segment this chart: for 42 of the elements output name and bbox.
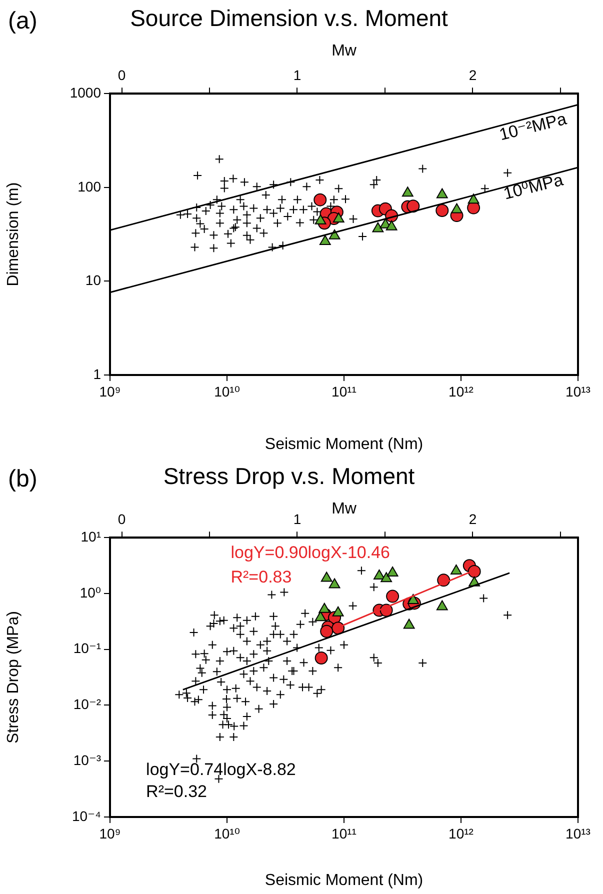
x2-tick-label: 0 <box>118 511 126 528</box>
y-tick-label: 100 <box>78 178 102 194</box>
x-tick-label: 10¹² <box>448 383 474 400</box>
annotation: 10⁻²MPa <box>497 109 569 144</box>
y-axis-title: Dimension (m) <box>5 182 22 286</box>
x-tick-label: 10¹² <box>448 825 474 842</box>
chart-title: Source Dimension v.s. Moment <box>130 5 449 32</box>
y-tick-label: 10 <box>85 272 102 288</box>
chart-title: Stress Drop v.s. Moment <box>163 463 416 490</box>
x-tick-label: 10⁹ <box>99 383 121 400</box>
text: (b) <box>8 466 38 493</box>
annotation: logY=0.74logX-8.82 <box>146 760 296 780</box>
annotation: 10⁰MPa <box>502 170 566 204</box>
x2-tick-label: 1 <box>293 67 302 84</box>
y-tick-label: 10⁰ <box>80 584 102 600</box>
x-axis-title: Seismic Moment (Nm) <box>264 872 424 889</box>
x2-axis-title: Mw <box>332 42 357 60</box>
y-tick-label: 10⁻¹ <box>73 640 102 656</box>
x-tick-label: 10¹⁰ <box>214 825 240 842</box>
x2-tick-label: 2 <box>468 67 477 84</box>
x-tick-label: 10⁹ <box>99 825 121 842</box>
x2-tick-label: 1 <box>293 511 302 528</box>
x-tick-label: 10¹³ <box>566 825 591 842</box>
text: (a) <box>8 8 38 35</box>
annotation: logY=0.90logX-10.46 <box>230 543 390 562</box>
x2-tick-label: 0 <box>118 67 126 84</box>
y-tick-label: 10¹ <box>80 528 102 544</box>
x-tick-label: 10¹¹ <box>332 383 357 400</box>
y-tick-label: 10⁻² <box>73 696 102 712</box>
x2-axis-title: Mw <box>332 500 357 518</box>
y-axis-title: Stress Drop (MPa) <box>5 611 22 744</box>
annotation: R²=0.32 <box>146 782 207 801</box>
x-tick-label: 10¹³ <box>566 383 591 400</box>
y-tick-label: 10⁻³ <box>73 752 102 768</box>
x-axis-title: Seismic Moment (Nm) <box>264 436 424 453</box>
annotation: R²=0.83 <box>230 568 292 587</box>
y-tick-label: 1 <box>93 366 102 382</box>
x-tick-label: 10¹⁰ <box>214 383 240 400</box>
x2-tick-label: 2 <box>468 511 477 528</box>
y-tick-label: 10⁻⁴ <box>72 808 101 824</box>
y-tick-label: 1000 <box>70 84 102 100</box>
x-tick-label: 10¹¹ <box>332 825 357 842</box>
